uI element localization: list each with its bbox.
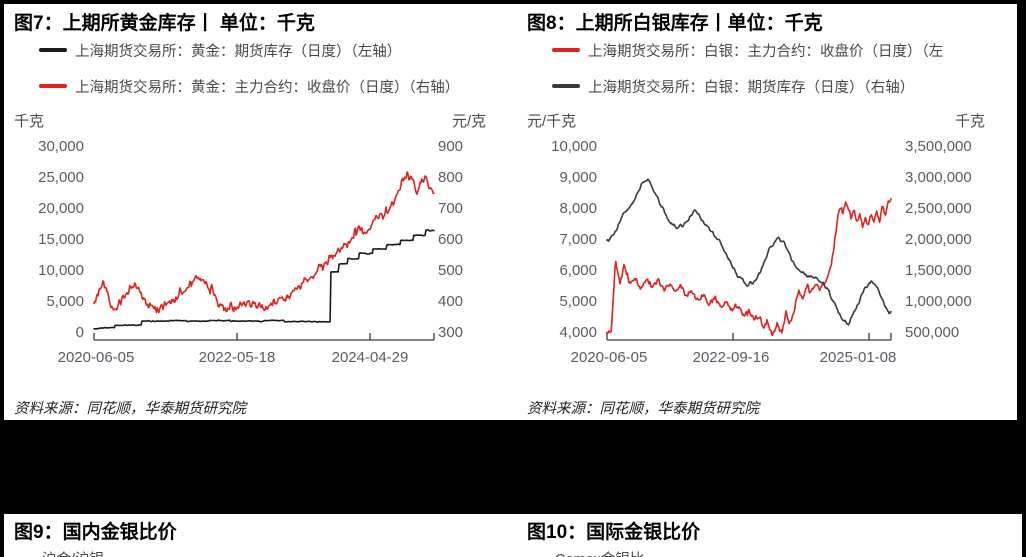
- svg-text:20,000: 20,000: [38, 200, 84, 217]
- svg-text:700: 700: [438, 200, 463, 217]
- svg-text:500,000: 500,000: [905, 324, 959, 341]
- svg-text:7,000: 7,000: [559, 231, 597, 248]
- svg-text:2024-04-29: 2024-04-29: [332, 349, 409, 366]
- svg-text:8,000: 8,000: [559, 200, 597, 217]
- svg-text:2,500,000: 2,500,000: [905, 200, 972, 217]
- svg-text:1,500,000: 1,500,000: [905, 262, 972, 279]
- svg-text:300: 300: [438, 324, 463, 341]
- svg-text:800: 800: [438, 169, 463, 186]
- svg-text:1,000,000: 1,000,000: [905, 293, 972, 310]
- svg-text:2,000,000: 2,000,000: [905, 231, 972, 248]
- svg-text:500: 500: [438, 262, 463, 279]
- svg-text:10,000: 10,000: [38, 262, 84, 279]
- svg-text:25,000: 25,000: [38, 169, 84, 186]
- svg-text:0: 0: [76, 324, 84, 341]
- svg-text:400: 400: [438, 293, 463, 310]
- svg-text:5,000: 5,000: [559, 293, 597, 310]
- svg-text:2020-06-05: 2020-06-05: [58, 349, 135, 366]
- svg-text:9,000: 9,000: [559, 169, 597, 186]
- svg-text:6,000: 6,000: [559, 262, 597, 279]
- svg-text:2020-06-05: 2020-06-05: [571, 349, 648, 366]
- svg-text:4,000: 4,000: [559, 324, 597, 341]
- svg-text:10,000: 10,000: [551, 138, 597, 155]
- svg-text:30,000: 30,000: [38, 138, 84, 155]
- svg-text:2022-05-18: 2022-05-18: [199, 349, 276, 366]
- svg-text:3,000,000: 3,000,000: [905, 169, 972, 186]
- svg-text:900: 900: [438, 138, 463, 155]
- svg-text:15,000: 15,000: [38, 231, 84, 248]
- svg-text:5,000: 5,000: [46, 293, 84, 310]
- svg-text:2025-01-08: 2025-01-08: [820, 349, 897, 366]
- svg-text:3,500,000: 3,500,000: [905, 138, 972, 155]
- svg-text:2022-09-16: 2022-09-16: [693, 349, 770, 366]
- svg-text:600: 600: [438, 231, 463, 248]
